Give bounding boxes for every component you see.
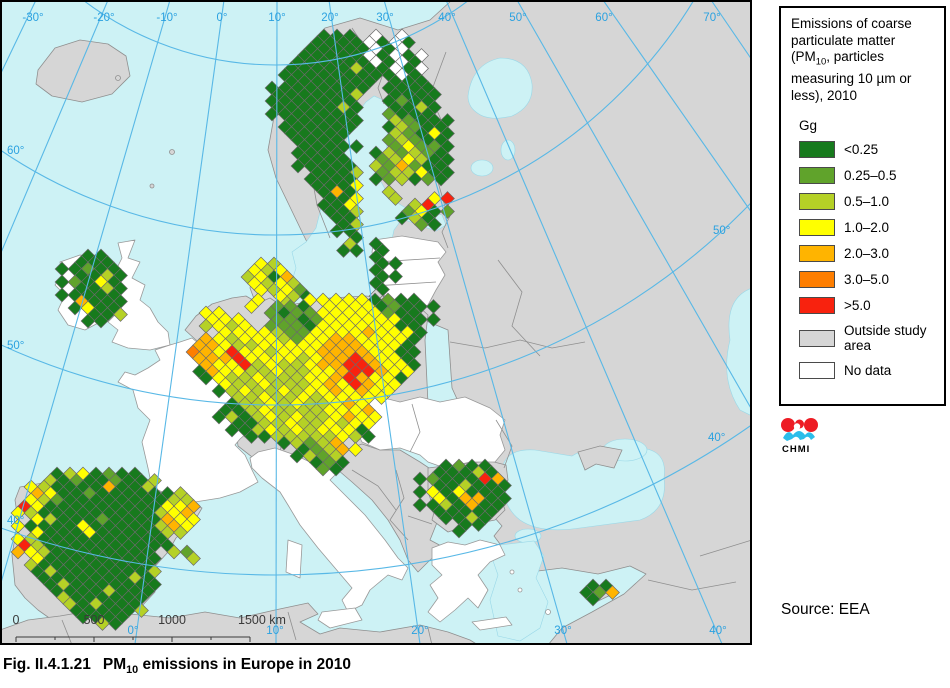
legend-label: <0.25 xyxy=(844,142,879,158)
emission-cells-layer xyxy=(10,28,620,631)
region-bulgaria xyxy=(412,458,512,539)
legend-swatch xyxy=(799,245,835,263)
svg-text:60°: 60° xyxy=(595,12,612,24)
legend-label: >5.0 xyxy=(844,298,871,314)
chmi-logo-crescent-cut xyxy=(793,423,801,430)
land-greece xyxy=(427,539,506,623)
legend-item: 2.0–3.0 xyxy=(799,245,936,263)
region-scandinavia-finland-estonia xyxy=(264,28,455,258)
source-text: Source: EEA xyxy=(781,601,870,618)
svg-text:30°: 30° xyxy=(376,12,393,24)
legend-item: Outside study area xyxy=(799,323,936,353)
legend-item: 0.5–1.0 xyxy=(799,193,936,211)
land-crete xyxy=(471,616,513,631)
legend-label: 3.0–5.0 xyxy=(844,272,890,288)
land-sicily xyxy=(317,607,363,629)
svg-text:-20°: -20° xyxy=(93,12,114,24)
legend-item: 0.25–0.5 xyxy=(799,167,936,185)
chmi-logo-left-dot xyxy=(781,418,795,432)
legend-label: Outside study area xyxy=(844,323,927,354)
svg-text:10°: 10° xyxy=(266,625,283,637)
legend-swatch xyxy=(799,329,835,347)
legend-swatch xyxy=(799,141,835,159)
svg-text:0°: 0° xyxy=(128,625,139,637)
svg-text:0: 0 xyxy=(13,613,20,627)
svg-text:20°: 20° xyxy=(321,12,338,24)
legend-swatch xyxy=(799,297,835,315)
region-cyprus xyxy=(579,578,620,607)
svg-text:10°: 10° xyxy=(268,12,285,24)
svg-text:500: 500 xyxy=(84,613,105,627)
region-central-europe xyxy=(185,292,441,477)
svg-text:20°: 20° xyxy=(411,625,428,637)
legend-swatch xyxy=(799,362,835,380)
legend-label: 1.0–2.0 xyxy=(844,220,890,236)
lake-onega xyxy=(500,139,516,161)
svg-text:50°: 50° xyxy=(7,340,24,352)
map-panel: -30° -20° -10° 0° 10° 20° 30° 40° 50° 60° 70° 0° 10°… xyxy=(0,0,752,645)
svg-text:40°: 40° xyxy=(7,515,24,527)
island-rhodes xyxy=(545,609,551,615)
legend-swatch xyxy=(799,271,835,289)
legend-swatch xyxy=(799,167,835,185)
black-sea xyxy=(501,447,665,531)
svg-text:-10°: -10° xyxy=(156,12,177,24)
legend-item: >5.0 xyxy=(799,297,936,315)
legend-item: <0.25 xyxy=(799,141,936,159)
svg-text:40°: 40° xyxy=(709,625,726,637)
svg-text:1500 km: 1500 km xyxy=(238,613,286,627)
caspian-sea xyxy=(726,287,752,417)
legend-unit: Gg xyxy=(799,118,818,134)
svg-text:0°: 0° xyxy=(217,12,228,24)
svg-text:50°: 50° xyxy=(713,225,730,237)
legend-title: Emissions of coarse particulate matter (… xyxy=(791,16,912,103)
region-ireland xyxy=(54,248,128,329)
map-frame xyxy=(0,0,752,645)
svg-text:-30°: -30° xyxy=(22,12,43,24)
figure-caption: Fig. II.4.1.21 PM10 emissions in Europe i… xyxy=(3,656,351,677)
legend-item: 1.0–2.0 xyxy=(799,219,936,237)
island-orkney xyxy=(149,183,155,189)
chmi-logo-right-dot xyxy=(804,418,818,432)
island-faroe xyxy=(115,75,121,81)
lake-ladoga xyxy=(470,159,494,177)
chmi-logo-text: CHMI xyxy=(782,444,810,455)
svg-text:30°: 30° xyxy=(554,625,571,637)
chmi-logo-wave xyxy=(783,431,815,441)
legend-label: 0.25–0.5 xyxy=(844,168,897,184)
land-hungary-romania xyxy=(354,396,506,469)
legend-label: 0.5–1.0 xyxy=(844,194,890,210)
legend-item: 3.0–5.0 xyxy=(799,271,936,289)
legend-swatch xyxy=(799,193,835,211)
europe-emissions-map: -30° -20° -10° 0° 10° 20° 30° 40° 50° 60° 70° 0° 10°… xyxy=(0,0,752,645)
graticule-labels: -30° -20° -10° 0° 10° 20° 30° 40° 50° 60° 70° 0° 10°… xyxy=(7,12,730,637)
island-aegean-2 xyxy=(509,569,515,575)
svg-text:70°: 70° xyxy=(703,12,720,24)
legend-swatch xyxy=(799,219,835,237)
graticule-layer xyxy=(0,0,752,645)
legend-label: No data xyxy=(844,363,892,379)
white-sea xyxy=(467,57,533,119)
legend-items: <0.25 0.25–0.5 0.5–1.0 1.0–2.0 2.0–3.0 3.0–5.… xyxy=(791,141,936,380)
island-shetland xyxy=(169,149,175,155)
svg-text:40°: 40° xyxy=(438,12,455,24)
land-sardinia xyxy=(285,539,303,579)
crimea xyxy=(577,445,623,471)
chmi-logo: CHMI xyxy=(781,418,818,455)
scale-bar: 0 500 1000 1500 km xyxy=(13,613,286,642)
svg-text:1000: 1000 xyxy=(158,613,186,627)
legend-item: No data xyxy=(799,362,936,380)
region-iberia xyxy=(10,466,201,631)
legend: Emissions of coarse particulate matter (… xyxy=(779,6,946,406)
land-iceland xyxy=(35,39,131,103)
svg-text:60°: 60° xyxy=(7,145,24,157)
svg-text:40°: 40° xyxy=(708,432,725,444)
region-baltic-coast-strip xyxy=(368,236,403,310)
legend-label: 2.0–3.0 xyxy=(844,246,890,262)
island-aegean-1 xyxy=(517,587,523,593)
svg-text:50°: 50° xyxy=(509,12,526,24)
